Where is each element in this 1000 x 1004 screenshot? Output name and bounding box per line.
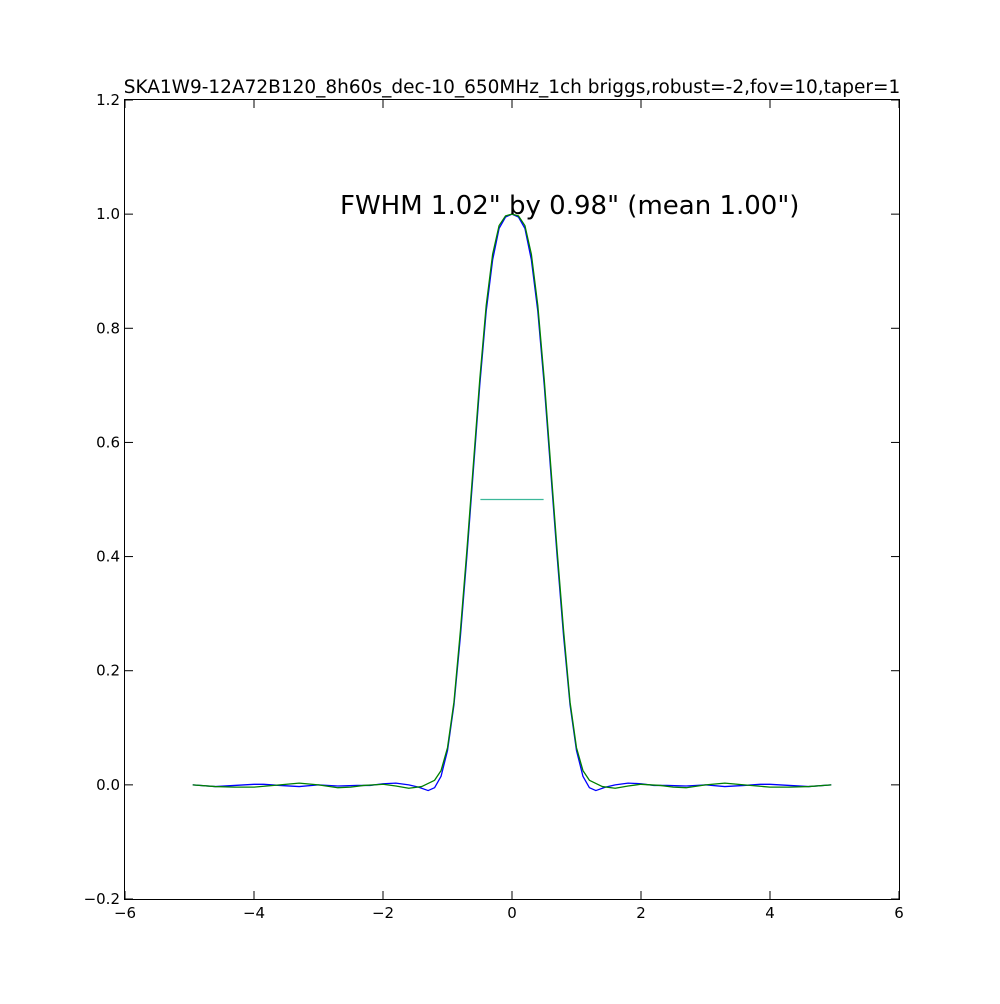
plot-frame [124,99,900,900]
y-tick-label: −0.2 [84,890,120,908]
x-tick-label: 0 [507,904,517,922]
y-tick-label: 0.8 [96,319,120,337]
y-tick-label: 0.4 [96,548,120,566]
axis-ticks [124,99,900,900]
psf-profile-line-2 [192,213,832,789]
fwhm-annotation: FWHM 1.02" by 0.98" (mean 1.00") [340,191,799,221]
x-tick-label: −2 [372,904,394,922]
chart-title: SKA1W9-12A72B120_8h60s_dec-10_650MHz_1ch… [124,77,901,98]
x-tick-label: −6 [114,904,136,922]
x-tick-label: 4 [765,904,775,922]
series-layer [192,213,832,792]
y-tick-label: 0.2 [96,662,120,680]
y-tick-label: 0.6 [96,433,120,451]
y-tick-label: 1.2 [96,91,120,109]
x-tick-label: −4 [243,904,265,922]
x-tick-label: 2 [636,904,646,922]
y-tick-label: 0.0 [96,776,120,794]
axis-tick-labels: −6 −4 −2 0 2 4 6 −0.2 0.0 0.2 0.4 0.6 0.8 1.0 1.2 [84,91,904,922]
y-tick-label: 1.0 [96,205,120,223]
x-tick-label: 6 [894,904,904,922]
